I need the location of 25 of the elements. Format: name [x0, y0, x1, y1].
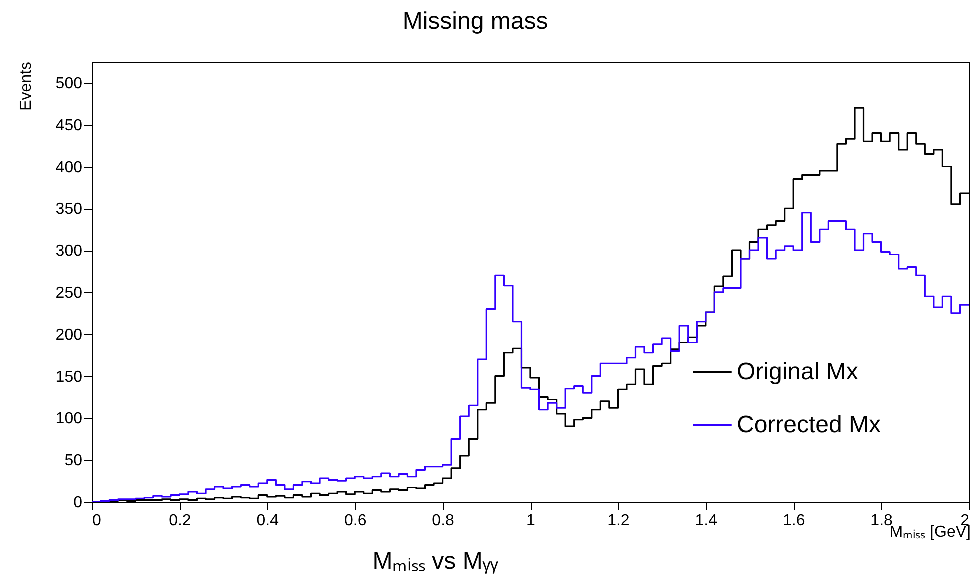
y-tick-label: 300 [56, 243, 83, 260]
chart-title: Missing mass [402, 8, 548, 35]
y-tick-label: 450 [56, 117, 83, 134]
y-tick-label: 250 [56, 284, 83, 302]
y-tick-label: 400 [56, 159, 83, 176]
x-tick-label: 0.6 [344, 512, 367, 530]
x-tick-label: 1.6 [782, 512, 806, 530]
y-axis-title: Events [18, 62, 35, 111]
y-tick-label: 50 [64, 452, 83, 470]
y-tick-label: 200 [56, 326, 83, 344]
x-tick-label: 0.4 [256, 512, 280, 530]
x-tick-label: 0.8 [432, 512, 455, 530]
x-tick-label: 1.2 [608, 512, 630, 530]
y-tick-label: 0 [74, 494, 83, 512]
y-tick-label: 350 [56, 201, 83, 218]
y-tick-label: 150 [56, 368, 83, 386]
text: Mₘᵢₛₛ vs Mᵧᵧ [372, 548, 499, 575]
x-tick-label: 0 [92, 512, 102, 530]
x-tick-label: 1.4 [695, 512, 718, 530]
legend-label: Original Mx [737, 358, 858, 386]
x-tick-label: 0.2 [169, 512, 192, 530]
x-tick-label: 1 [526, 512, 536, 530]
y-tick-label: 500 [56, 75, 83, 92]
y-tick-label: 100 [56, 410, 83, 428]
legend-label: Corrected Mx [737, 412, 882, 438]
